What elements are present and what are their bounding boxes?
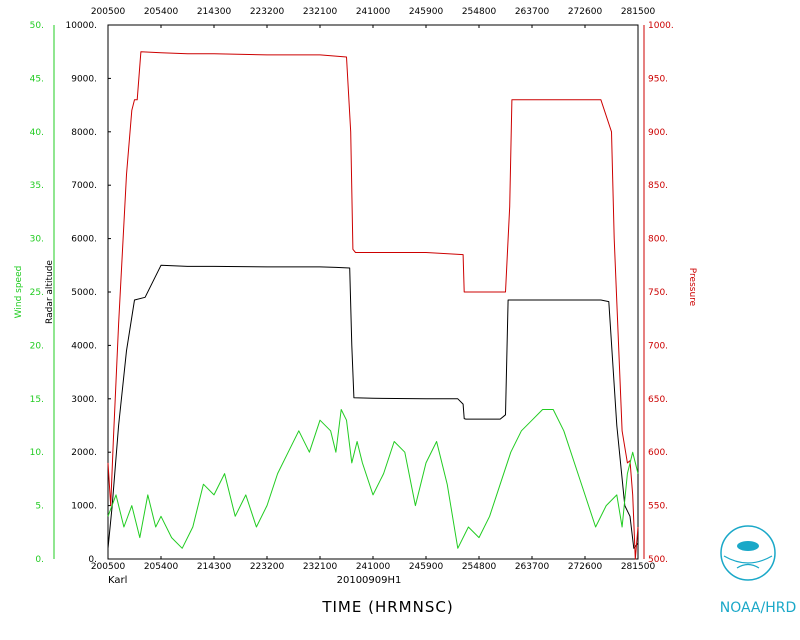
series-line-wind-speed xyxy=(107,409,639,549)
altitude-tick-label: 4000. xyxy=(71,341,97,351)
plot-frame xyxy=(107,24,639,560)
altitude-tick-label: 10000. xyxy=(66,21,98,31)
pressure-tick-label: 550. xyxy=(648,502,668,512)
x-tick-label-top: 272600 xyxy=(568,7,603,17)
altitude-tick-label: 5000. xyxy=(71,288,97,298)
x-tick-label-bottom: 205400 xyxy=(144,562,179,572)
pressure-tick-label: 800. xyxy=(648,235,668,245)
x-tick-label-top: 245900 xyxy=(409,7,444,17)
pressure-tick-label: 950. xyxy=(648,74,668,84)
x-tick-label-top: 281500 xyxy=(621,7,656,17)
noaa-logo-icon xyxy=(720,525,776,581)
x-tick-label-bottom: 245900 xyxy=(409,562,444,572)
wind-tick-label: 30. xyxy=(30,235,44,245)
altitude-axis-label: Radar altitude xyxy=(45,260,55,324)
altitude-tick-label: 0. xyxy=(88,555,97,565)
brand-label: NOAA/HRD xyxy=(720,600,797,616)
wind-tick-label: 45. xyxy=(30,74,44,84)
x-tick-label-bottom: 232100 xyxy=(303,562,338,572)
wind-tick-label: 0. xyxy=(35,555,44,565)
pressure-tick-label: 700. xyxy=(648,341,668,351)
pressure-tick-label: 750. xyxy=(648,288,668,298)
series-line-radar-altitude xyxy=(107,264,639,549)
pressure-tick-label: 500. xyxy=(648,555,668,565)
series-line-pressure xyxy=(107,51,639,560)
x-tick-label-bottom: 272600 xyxy=(568,562,603,572)
wind-tick-label: 5. xyxy=(35,502,44,512)
x-tick-label-top: 214300 xyxy=(197,7,232,17)
x-tick-label-top: 241000 xyxy=(356,7,391,17)
wind-axis-label: Wind speed xyxy=(14,266,24,319)
x-axis-title: TIME (HRMNSC) xyxy=(321,598,453,616)
wind-tick-label: 40. xyxy=(30,128,44,138)
series-layer xyxy=(107,51,639,560)
x-tick-label-bottom: 214300 xyxy=(197,562,232,572)
altitude-tick-label: 9000. xyxy=(71,74,97,84)
x-tick-label-top: 254800 xyxy=(462,7,497,17)
x-tick-label-bottom: 241000 xyxy=(356,562,391,572)
x-tick-label-bottom: 254800 xyxy=(462,562,497,572)
altitude-tick-label: 2000. xyxy=(71,448,97,458)
x-tick-label-top: 200500 xyxy=(91,7,126,17)
altitude-tick-label: 1000. xyxy=(71,502,97,512)
pressure-axis-label: Pressure xyxy=(687,268,697,307)
x-tick-label-top: 205400 xyxy=(144,7,179,17)
x-tick-label-top: 232100 xyxy=(303,7,338,17)
wind-tick-label: 35. xyxy=(30,181,44,191)
wind-tick-label: 10. xyxy=(30,448,44,458)
x-tick-label-bottom: 263700 xyxy=(515,562,550,572)
pressure-tick-label: 900. xyxy=(648,128,668,138)
x-tick-label-bottom: 281500 xyxy=(621,562,656,572)
x-tick-label-bottom: 223200 xyxy=(250,562,285,572)
altitude-tick-label: 7000. xyxy=(71,181,97,191)
wind-tick-label: 15. xyxy=(30,395,44,405)
wind-tick-label: 50. xyxy=(30,21,44,31)
storm-name: Karl xyxy=(108,575,127,586)
pressure-tick-label: 650. xyxy=(648,395,668,405)
x-tick-label-top: 223200 xyxy=(250,7,285,17)
pressure-tick-label: 850. xyxy=(648,181,668,191)
wind-tick-label: 20. xyxy=(30,341,44,351)
wind-tick-label: 25. xyxy=(30,288,44,298)
x-tick-label-top: 263700 xyxy=(515,7,550,17)
tick-layer: 0. 5. 10. 15. 20. 25. 30. 35. 40. 45. 50. 0. 1000. 20… xyxy=(30,7,674,572)
altitude-tick-label: 8000. xyxy=(71,128,97,138)
altitude-tick-label: 6000. xyxy=(71,235,97,245)
flight-id: 20100909H1 xyxy=(337,575,402,586)
x-tick-label-bottom: 200500 xyxy=(91,562,126,572)
pressure-tick-label: 600. xyxy=(648,448,668,458)
pressure-tick-label: 1000. xyxy=(648,21,674,31)
altitude-tick-label: 3000. xyxy=(71,395,97,405)
